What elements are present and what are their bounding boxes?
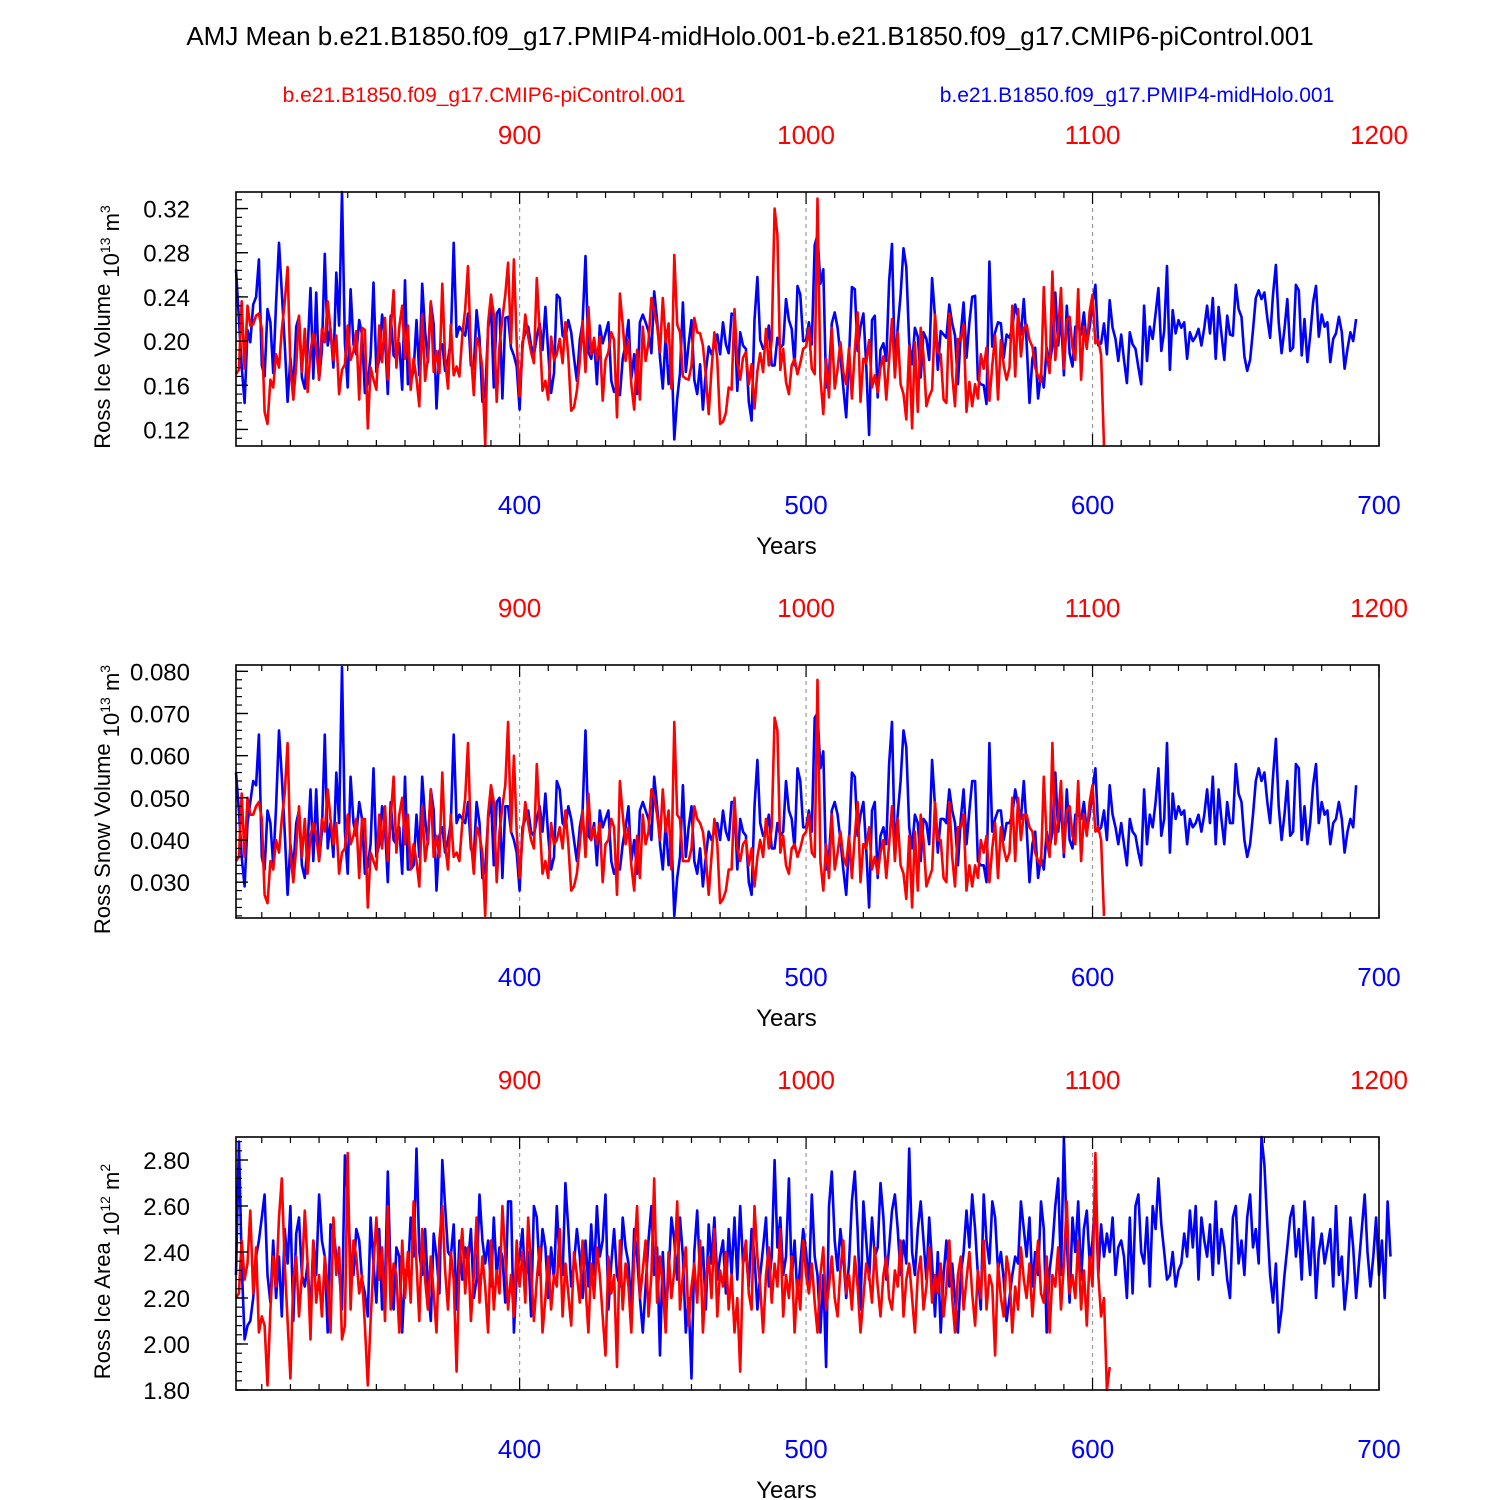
- y-axis-label-part: 10: [99, 1212, 124, 1236]
- y-axis-label-part: 10: [99, 253, 124, 277]
- plot-frame: [235, 1136, 1380, 1391]
- y-axis-label-part: Ross Snow Volume: [90, 743, 115, 934]
- y-tick-label: 0.060: [130, 744, 190, 771]
- x-tick-label: 700: [1357, 962, 1400, 992]
- y-axis-label-part: Ross Ice Volume: [90, 284, 115, 449]
- x-tick-label: 700: [1357, 1434, 1400, 1464]
- figure-title: AMJ Mean b.e21.B1850.f09_g17.PMIP4-midHo…: [186, 21, 1313, 51]
- y-axis-label-part: 3: [97, 205, 113, 213]
- y-axis-label-part: Ross Ice Area: [90, 1241, 115, 1379]
- x-tick-label: 600: [1071, 962, 1114, 992]
- x-tick-label: 400: [498, 490, 541, 520]
- y-axis-label-part: 2: [97, 1164, 113, 1172]
- y-tick-label: 0.030: [130, 870, 190, 897]
- x-tick-label: 500: [784, 490, 827, 520]
- x-top-tick-label: 900: [498, 120, 541, 150]
- x-tick-label: 500: [784, 962, 827, 992]
- y-tick-label: 0.16: [143, 373, 190, 400]
- y-tick-label: 0.070: [130, 701, 190, 728]
- x-top-tick-label: 900: [498, 1065, 541, 1095]
- x-tick-label: 600: [1071, 490, 1114, 520]
- y-tick-label: 2.00: [143, 1332, 190, 1359]
- y-axis-label: Ross Ice Area 1012 m2: [90, 1164, 124, 1380]
- x-axis-label: Years: [756, 1477, 817, 1500]
- x-top-tick-label: 1100: [1065, 120, 1121, 150]
- x-tick-label: 400: [498, 1434, 541, 1464]
- y-axis-label-part: 3: [97, 665, 113, 673]
- y-tick-label: 2.80: [143, 1148, 190, 1175]
- plot-frame: [235, 191, 1380, 447]
- y-axis-label: Ross Snow Volume 1013 m3: [90, 665, 124, 934]
- series-line-midholo: [234, 190, 1358, 441]
- y-axis-label-part: m: [99, 1172, 124, 1190]
- legend-picontrol: b.e21.B1850.f09_g17.CMIP6-piControl.001: [283, 84, 686, 107]
- x-tick-label: 700: [1357, 490, 1400, 520]
- y-axis-label-part: 13: [97, 697, 113, 713]
- x-axis-label: Years: [756, 1005, 817, 1032]
- y-axis-label-part: 10: [99, 713, 124, 737]
- x-top-tick-label: 1100: [1065, 1065, 1121, 1095]
- y-tick-label: 2.40: [143, 1240, 190, 1267]
- y-tick-label: 1.80: [143, 1378, 190, 1405]
- x-top-tick-label: 900: [498, 593, 541, 623]
- y-tick-label: 0.080: [130, 659, 190, 686]
- y-tick-label: 0.050: [130, 786, 190, 813]
- x-top-tick-label: 1200: [1350, 593, 1408, 623]
- panel-3: 400 500 600 700 900 1000 1100 1200 1.80 2.00 2.20 2…: [90, 1065, 1408, 1500]
- series-line-midholo: [234, 665, 1358, 918]
- x-tick-label: 500: [784, 1434, 827, 1464]
- series-line-picontrol: [234, 1151, 1111, 1392]
- y-tick-label: 2.20: [143, 1286, 190, 1313]
- series-line-picontrol: [234, 197, 1106, 448]
- x-top-tick-label: 1200: [1350, 1065, 1408, 1095]
- y-tick-label: 0.32: [143, 197, 190, 224]
- y-tick-label: 2.60: [143, 1194, 190, 1221]
- y-tick-label: 0.20: [143, 329, 190, 356]
- y-tick-label: 0.28: [143, 241, 190, 268]
- series-line-picontrol: [234, 678, 1106, 918]
- y-axis-label-part: 12: [97, 1196, 113, 1212]
- plot-frame: [235, 664, 1380, 919]
- y-axis-label-part: m: [99, 213, 124, 231]
- x-top-tick-label: 1000: [777, 120, 835, 150]
- x-axis-label: Years: [756, 533, 817, 560]
- x-top-tick-label: 1200: [1350, 120, 1408, 150]
- legend-midholo: b.e21.B1850.f09_g17.PMIP4-midHolo.001: [940, 84, 1335, 107]
- x-top-tick-label: 1100: [1065, 593, 1121, 623]
- panel-1: 400 500 600 700 900 1000 1100 1200 0.12 0.16 0.20 0…: [90, 120, 1408, 560]
- y-tick-label: 0.12: [143, 417, 190, 444]
- y-tick-label: 0.040: [130, 828, 190, 855]
- chart-panels: 400 500 600 700 900 1000 1100 1200 0.12 0.16 0.20 0…: [90, 120, 1408, 1500]
- y-tick-label: 0.24: [143, 285, 190, 312]
- y-axis-label-part: m: [99, 673, 124, 691]
- x-tick-label: 600: [1071, 1434, 1114, 1464]
- panel-2: 400 500 600 700 900 1000 1100 1200 0.030 0.040 0.0…: [90, 593, 1408, 1032]
- y-axis-label: Ross Ice Volume 1013 m3: [90, 205, 124, 449]
- y-axis-label-part: 13: [97, 237, 113, 253]
- x-top-tick-label: 1000: [777, 1065, 835, 1095]
- x-top-tick-label: 1000: [777, 593, 835, 623]
- x-tick-label: 400: [498, 962, 541, 992]
